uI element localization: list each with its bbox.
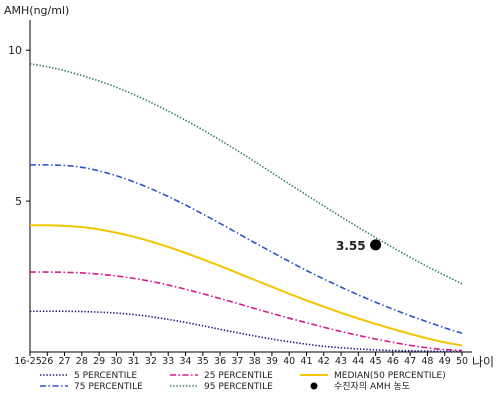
legend-label: MEDIAN(50 PERCENTILE) bbox=[334, 371, 446, 381]
x-tick-label: 27 bbox=[59, 356, 71, 367]
y-tick-label: 5 bbox=[15, 195, 22, 208]
x-tick-label: 40 bbox=[283, 356, 295, 367]
x-tick-label: 37 bbox=[231, 356, 243, 367]
x-tick-label: 26 bbox=[41, 356, 53, 367]
legend-label: 5 PERCENTILE bbox=[74, 371, 137, 381]
x-tick-label: 31 bbox=[128, 356, 140, 367]
x-tick-label: 43 bbox=[335, 356, 347, 367]
y-axis-label: AMH(ng/ml) bbox=[4, 4, 69, 17]
legend-label: 95 PERCENTILE bbox=[204, 382, 273, 392]
y-axis-ticks: 5 10 bbox=[8, 44, 30, 208]
x-tick-label: 49 bbox=[439, 356, 451, 367]
x-tick-label: 16-25 bbox=[14, 356, 42, 367]
x-tick-label: 45 bbox=[370, 356, 382, 367]
x-tick-label: 29 bbox=[93, 356, 105, 367]
series-line-75-percentile bbox=[29, 164, 463, 335]
x-tick-label: 32 bbox=[145, 356, 157, 367]
x-tick-label: 44 bbox=[352, 356, 364, 367]
x-tick-label: 34 bbox=[179, 356, 191, 367]
x-tick-label: 28 bbox=[76, 356, 88, 367]
series-line-95-percentile bbox=[29, 62, 463, 285]
legend: 5 PERCENTILE 25 PERCENTILE MEDIAN(50 PERCE… bbox=[40, 371, 446, 392]
x-tick-label: 39 bbox=[266, 356, 278, 367]
x-tick-label: 50 bbox=[456, 356, 468, 367]
x-tick-label: 38 bbox=[249, 356, 261, 367]
x-tick-label: 30 bbox=[110, 356, 122, 367]
legend-patient-label: 수진자의 AMH 농도 bbox=[334, 381, 410, 392]
patient-amh-value-label: 3.55 bbox=[336, 239, 366, 253]
series-line-5-percentile bbox=[30, 310, 463, 353]
x-tick-label: 47 bbox=[404, 356, 416, 367]
legend-patient-marker bbox=[310, 382, 318, 390]
y-tick-label: 10 bbox=[8, 44, 22, 57]
x-tick-label: 48 bbox=[421, 356, 433, 367]
patient-amh-marker: 3.55 bbox=[336, 239, 382, 253]
series-lines bbox=[29, 62, 463, 353]
x-tick-label: 42 bbox=[318, 356, 330, 367]
x-axis-label: 나이 bbox=[472, 355, 494, 369]
x-tick-label: 35 bbox=[197, 356, 209, 367]
x-tick-label: 41 bbox=[300, 356, 312, 367]
legend-label: 75 PERCENTILE bbox=[74, 382, 143, 392]
x-tick-label: 36 bbox=[214, 356, 226, 367]
x-tick-label: 33 bbox=[162, 356, 174, 367]
x-tick-label: 46 bbox=[387, 356, 399, 367]
x-axis-ticks: 16-25 26 27 28 29 30 31 32 33 34 35 36 37 38 39 40 41 42 4… bbox=[14, 352, 468, 367]
series-line-median-50-percentile- bbox=[29, 224, 463, 347]
patient-amh-point bbox=[370, 239, 382, 251]
legend-label: 25 PERCENTILE bbox=[204, 371, 273, 381]
